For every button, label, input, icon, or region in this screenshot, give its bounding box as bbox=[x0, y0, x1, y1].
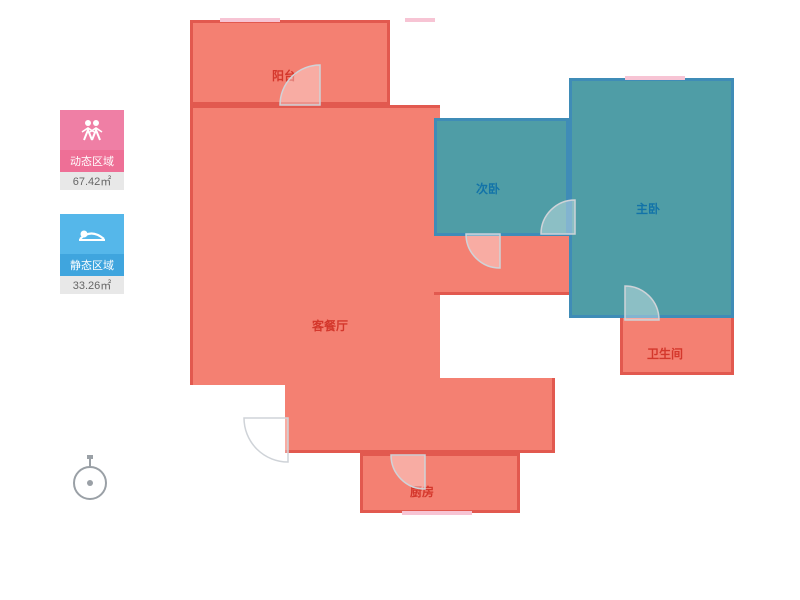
room-living bbox=[190, 105, 440, 385]
room-label-bath: 卫生间 bbox=[647, 345, 683, 362]
window-mark bbox=[405, 18, 435, 22]
door-arc bbox=[242, 372, 290, 464]
window-mark bbox=[220, 18, 280, 22]
legend-dynamic-value: 67.42㎡ bbox=[60, 172, 124, 190]
room-kitchen bbox=[360, 453, 520, 513]
sleep-icon-svg bbox=[77, 224, 107, 244]
window-mark bbox=[625, 76, 685, 80]
people-icon-svg bbox=[78, 118, 106, 142]
room-label-kitchen: 厨房 bbox=[410, 483, 434, 500]
sleep-icon bbox=[60, 214, 124, 254]
room-label-sec_bed: 次卧 bbox=[476, 180, 500, 197]
room-living_b bbox=[285, 378, 555, 453]
room-main_bed bbox=[569, 78, 734, 318]
room-label-balcony: 阳台 bbox=[272, 67, 296, 84]
floorplan: 阳台客餐厅厨房 卫生间 次卧主卧 bbox=[180, 20, 750, 520]
room-balcony bbox=[190, 20, 390, 105]
legend-dynamic-label: 动态区域 bbox=[60, 150, 124, 172]
room-label-main_bed: 主卧 bbox=[636, 200, 660, 217]
room-sec_bed bbox=[434, 118, 569, 236]
compass-icon bbox=[70, 455, 110, 503]
room-label-living: 客餐厅 bbox=[312, 317, 348, 334]
legend-dynamic: 动态区域 67.42㎡ bbox=[60, 110, 124, 190]
legend-static: 静态区域 33.26㎡ bbox=[60, 214, 124, 294]
legend-static-value: 33.26㎡ bbox=[60, 276, 124, 294]
people-icon bbox=[60, 110, 124, 150]
window-mark bbox=[402, 511, 472, 515]
legend: 动态区域 67.42㎡ 静态区域 33.26㎡ bbox=[60, 110, 124, 318]
legend-static-label: 静态区域 bbox=[60, 254, 124, 276]
